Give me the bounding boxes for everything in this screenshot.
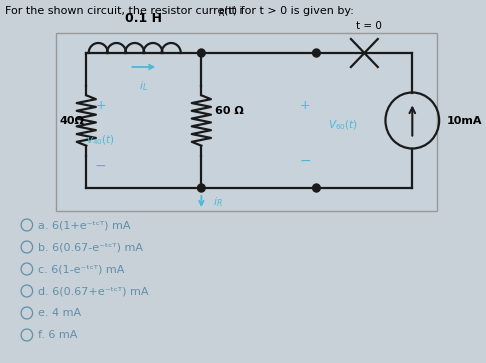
Circle shape bbox=[197, 49, 205, 57]
Text: b. 6(0.67-e⁻ᵗᶜᵀ) mA: b. 6(0.67-e⁻ᵗᶜᵀ) mA bbox=[38, 242, 143, 252]
Circle shape bbox=[197, 184, 205, 192]
Text: c. 6(1-e⁻ᵗᶜᵀ) mA: c. 6(1-e⁻ᵗᶜᵀ) mA bbox=[38, 264, 125, 274]
Text: f. 6 mA: f. 6 mA bbox=[38, 330, 78, 340]
Text: e. 4 mA: e. 4 mA bbox=[38, 308, 82, 318]
Text: (t) for t > 0 is given by:: (t) for t > 0 is given by: bbox=[225, 6, 354, 16]
Text: a. 6(1+e⁻ᵗᶜᵀ) mA: a. 6(1+e⁻ᵗᶜᵀ) mA bbox=[38, 220, 131, 230]
Text: d. 6(0.67+e⁻ᵗᶜᵀ) mA: d. 6(0.67+e⁻ᵗᶜᵀ) mA bbox=[38, 286, 149, 296]
Text: +: + bbox=[299, 99, 310, 112]
Text: −: − bbox=[299, 154, 311, 167]
Text: $\it{i_L}$: $\it{i_L}$ bbox=[139, 79, 148, 93]
Text: −: − bbox=[95, 159, 106, 172]
Text: $v_{40}(t)$: $v_{40}(t)$ bbox=[86, 134, 115, 147]
Text: +: + bbox=[95, 99, 106, 112]
Text: 0.1 H: 0.1 H bbox=[125, 12, 162, 25]
Text: 10mA: 10mA bbox=[447, 115, 482, 126]
Text: 60 Ω: 60 Ω bbox=[215, 106, 243, 115]
Text: t = 0: t = 0 bbox=[356, 21, 382, 31]
Circle shape bbox=[312, 184, 320, 192]
Circle shape bbox=[312, 49, 320, 57]
FancyBboxPatch shape bbox=[55, 33, 437, 211]
Text: $\it{i_R}$: $\it{i_R}$ bbox=[213, 195, 223, 209]
Text: $V_{60}(t)$: $V_{60}(t)$ bbox=[328, 119, 358, 132]
Text: For the shown circuit, the resistor current i: For the shown circuit, the resistor curr… bbox=[5, 6, 243, 16]
Text: 40Ω: 40Ω bbox=[59, 115, 85, 126]
Text: R: R bbox=[219, 9, 225, 19]
